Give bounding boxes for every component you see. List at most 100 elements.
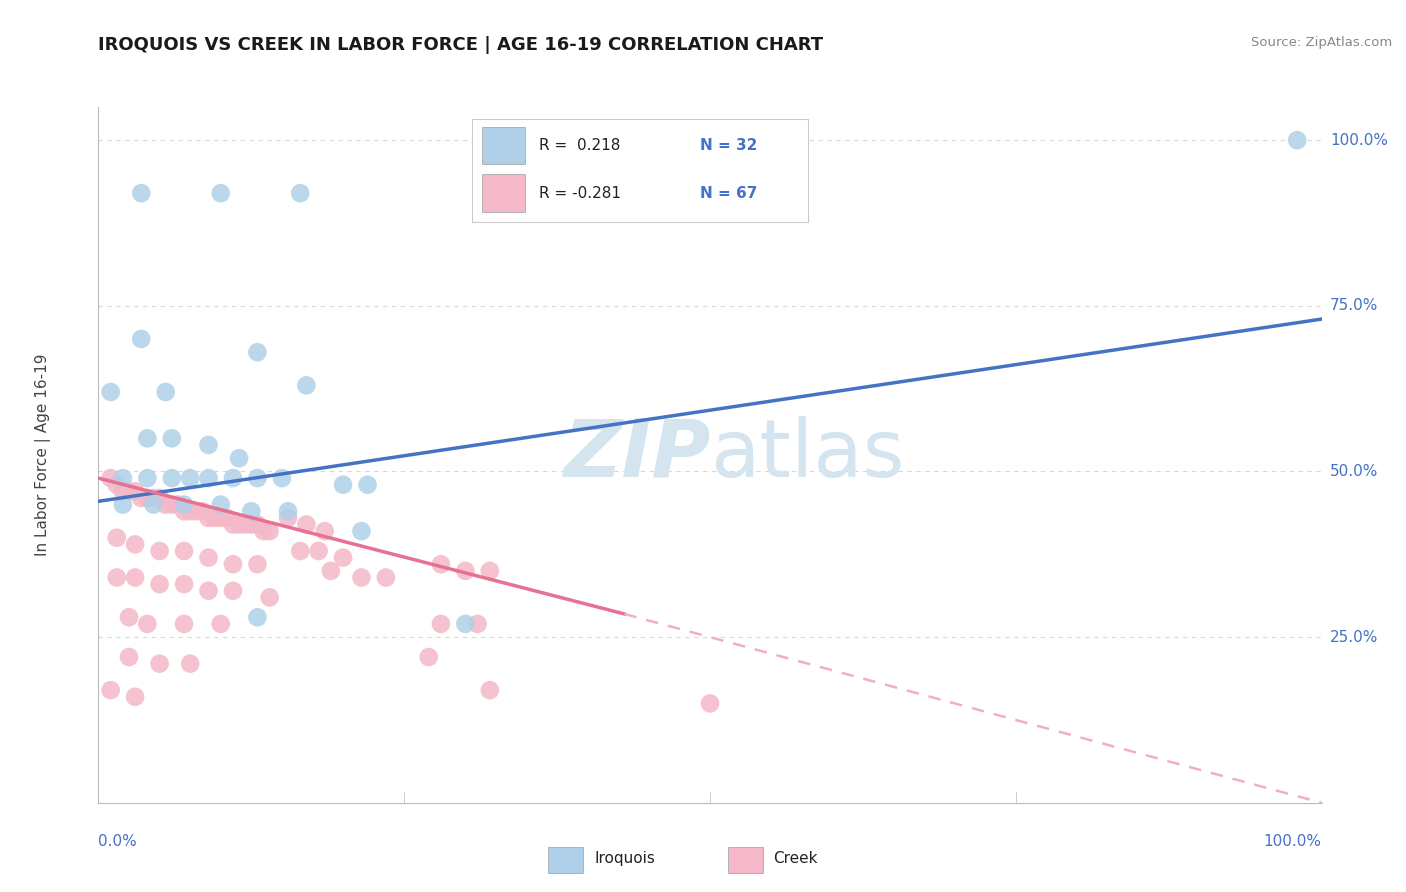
Point <box>160 431 183 445</box>
Point <box>197 583 219 598</box>
Point <box>118 650 141 665</box>
Point <box>167 498 190 512</box>
Point <box>197 438 219 452</box>
Point <box>374 570 396 584</box>
Point <box>222 558 245 572</box>
Point <box>209 616 232 631</box>
Text: 100.0%: 100.0% <box>1264 834 1322 849</box>
Point <box>454 564 477 578</box>
Point <box>186 504 208 518</box>
Point <box>179 657 201 671</box>
Text: Creek: Creek <box>773 851 818 866</box>
Point <box>277 511 299 525</box>
Point <box>290 544 312 558</box>
Point <box>197 511 219 525</box>
Point <box>149 544 172 558</box>
Point <box>118 484 141 499</box>
Point <box>478 564 501 578</box>
Point <box>105 531 128 545</box>
Point <box>191 504 214 518</box>
Point <box>350 570 373 584</box>
Point <box>179 471 201 485</box>
Point <box>259 591 281 605</box>
Point <box>155 498 177 512</box>
Point <box>136 471 159 485</box>
Point <box>111 484 134 499</box>
Point <box>173 544 195 558</box>
Point <box>105 477 128 491</box>
Point <box>467 616 489 631</box>
Point <box>430 558 453 572</box>
Point <box>173 498 195 512</box>
Text: 100.0%: 100.0% <box>1330 133 1388 148</box>
Point <box>699 697 721 711</box>
Point <box>1286 133 1309 147</box>
Point <box>228 451 250 466</box>
Text: atlas: atlas <box>710 416 904 494</box>
FancyBboxPatch shape <box>728 847 762 872</box>
Point <box>233 517 256 532</box>
Text: Source: ZipAtlas.com: Source: ZipAtlas.com <box>1251 36 1392 49</box>
Point <box>136 616 159 631</box>
Point <box>105 570 128 584</box>
Point <box>222 517 245 532</box>
Point <box>246 558 269 572</box>
Point <box>204 511 226 525</box>
Point <box>240 517 263 532</box>
Point <box>259 524 281 538</box>
Point <box>136 431 159 445</box>
Point <box>111 498 134 512</box>
Point <box>209 511 232 525</box>
Point <box>277 504 299 518</box>
Text: 50.0%: 50.0% <box>1330 464 1378 479</box>
Point <box>314 524 336 538</box>
Point <box>100 384 122 399</box>
Point <box>332 550 354 565</box>
Point <box>124 690 146 704</box>
Point <box>173 504 195 518</box>
Point <box>149 657 172 671</box>
Point <box>129 332 152 346</box>
Point <box>356 477 378 491</box>
Point <box>215 511 238 525</box>
Point <box>179 504 201 518</box>
Point <box>160 471 183 485</box>
Point <box>478 683 501 698</box>
FancyBboxPatch shape <box>548 847 583 872</box>
Text: 0.0%: 0.0% <box>98 834 138 849</box>
Point <box>295 517 318 532</box>
Point <box>160 498 183 512</box>
Point <box>246 517 269 532</box>
Point <box>142 491 165 505</box>
Point <box>155 384 177 399</box>
Text: In Labor Force | Age 16-19: In Labor Force | Age 16-19 <box>35 353 52 557</box>
Point <box>124 537 146 551</box>
Point <box>173 616 195 631</box>
Text: ZIP: ZIP <box>562 416 710 494</box>
Point <box>332 477 354 491</box>
Point <box>149 577 172 591</box>
Point <box>136 491 159 505</box>
Point <box>197 471 219 485</box>
Point <box>124 570 146 584</box>
Point <box>142 498 165 512</box>
Point <box>430 616 453 631</box>
Text: Iroquois: Iroquois <box>593 851 655 866</box>
Point <box>118 610 141 624</box>
Point <box>290 186 312 201</box>
Point <box>454 616 477 631</box>
Point <box>209 186 232 201</box>
Point <box>197 550 219 565</box>
Point <box>173 577 195 591</box>
Text: 25.0%: 25.0% <box>1330 630 1378 645</box>
Point <box>246 610 269 624</box>
Point <box>246 471 269 485</box>
Point <box>209 498 232 512</box>
Point <box>246 345 269 359</box>
Point <box>124 484 146 499</box>
Point <box>252 524 274 538</box>
Point <box>308 544 330 558</box>
Point <box>295 378 318 392</box>
Point <box>319 564 342 578</box>
Point <box>270 471 294 485</box>
